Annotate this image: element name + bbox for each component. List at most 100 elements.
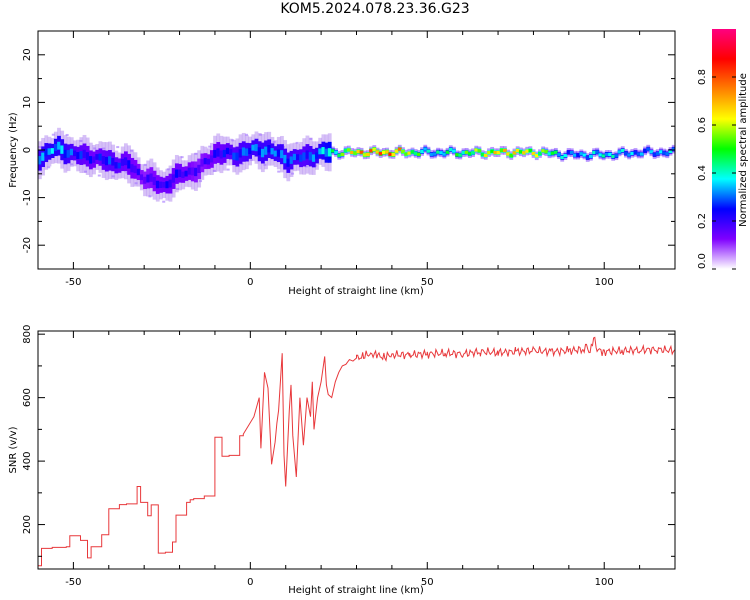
spectrogram-cell: [69, 148, 74, 156]
spectrogram-cell: [146, 174, 151, 183]
spectrogram-cell: [401, 149, 405, 154]
spectrogram-cell: [181, 171, 186, 179]
spectrogram-cell: [649, 150, 654, 154]
spectrogram-cell: [280, 150, 284, 159]
spectrogram-cell: [263, 163, 267, 166]
snr-panel: -50 0 50 100 200 400 600 800 Height of straight…: [8, 325, 676, 596]
spectrogram-cell: [130, 149, 134, 152]
x-tick-label: -50: [65, 577, 81, 588]
spectrogram-cell: [327, 148, 332, 157]
spectrogram-cell: [560, 155, 565, 160]
spectrogram-cell: [362, 153, 367, 157]
x-tick-label: 0: [247, 277, 253, 288]
spectrogram-cell: [155, 180, 160, 189]
spectrogram-cell: [448, 147, 453, 152]
spectrogram-cell: [566, 150, 571, 155]
spectrogram-cell: [222, 149, 227, 158]
spectrogram-cell: [563, 154, 568, 158]
spectrogram-cell: [203, 157, 208, 165]
spectrogram-cell: [208, 145, 212, 148]
spectrogram-cell: [125, 171, 129, 174]
spectrogram-cell: [194, 167, 198, 177]
spectrogram-cell: [381, 150, 386, 154]
spectrogram-cell: [477, 149, 482, 153]
spectrogram-cell: [295, 154, 300, 161]
spectrogram-cell: [200, 159, 205, 167]
spectrogram-cell: [238, 149, 243, 158]
spectrogram-cell: [534, 154, 539, 158]
spectrogram-cell: [439, 151, 444, 155]
spectrogram-cell: [311, 154, 316, 162]
spectrogram-cell: [372, 147, 377, 152]
y-tick-label: 20: [22, 48, 33, 61]
spectrogram-cell: [251, 144, 256, 151]
spectrogram-cell: [51, 133, 55, 136]
y-tick-label: 400: [22, 452, 33, 471]
spectrogram-cell: [194, 152, 198, 155]
colorbar-label: Normalized spectral amplitude: [738, 73, 749, 227]
spectrogram-cell: [353, 151, 358, 155]
spectrogram-cell: [668, 149, 673, 153]
spectrogram-cell: [420, 149, 424, 154]
spectrogram-cell: [337, 153, 342, 158]
spectrogram-cell: [639, 152, 644, 156]
spectrogram-cell: [509, 153, 514, 158]
spectrogram-cell: [464, 150, 469, 154]
spectrogram-cell: [104, 156, 109, 166]
spectrogram-cell: [506, 152, 510, 156]
spectrogram-cell: [611, 154, 616, 159]
spectrogram-cell: [273, 150, 278, 157]
snr-x-label: Height of straight line (km): [288, 585, 424, 596]
spectrogram-cell: [162, 181, 166, 188]
spectrogram-cell: [133, 165, 138, 174]
spectrogram-cell: [557, 153, 561, 157]
spectrogram-cell: [493, 151, 498, 155]
spectrogram-cell: [340, 152, 345, 156]
spectrogram-cell: [38, 146, 41, 149]
x-tick-label: -50: [65, 277, 81, 288]
spectrogram-cell: [366, 152, 370, 157]
spectrogram-cell: [108, 156, 112, 165]
spectrogram-cell: [159, 181, 163, 189]
spectrogram-cell: [139, 174, 144, 181]
spectrogram-cell: [130, 164, 135, 173]
spectrogram-cell: [197, 164, 202, 173]
spectrogram-cell: [258, 133, 262, 136]
y-tick-label: -10: [22, 189, 33, 205]
spectrogram-cell: [671, 147, 675, 151]
spectrogram-cell: [127, 160, 131, 169]
spectrogram-cell: [134, 182, 138, 185]
spectrogram-cell: [652, 152, 657, 157]
spectrogram-cell: [550, 151, 555, 155]
spectrogram-cell: [343, 148, 348, 153]
spectrogram-cell: [483, 153, 488, 158]
spectrogram-cell: [225, 147, 230, 155]
page-title: KOM5.2024.078.23.36.G23: [280, 1, 470, 17]
colorbar-tick-label: 0.8: [697, 69, 708, 85]
spectrogram-cell: [95, 154, 100, 160]
spectrogram-cell: [512, 151, 517, 155]
spectrogram-core: [38, 135, 675, 194]
spectrogram-cell: [232, 152, 237, 160]
spectrogram-cell: [187, 167, 192, 175]
spectrogram-cell: [385, 150, 389, 154]
spectrogram-cell: [321, 147, 326, 155]
spectrogram-cell: [50, 148, 55, 154]
spectrogram-cell: [426, 149, 431, 153]
spectrogram-cell: [299, 154, 303, 162]
spectrogram-cell: [219, 150, 224, 159]
spectrogram-cell: [331, 149, 335, 153]
spectrogram-cell: [65, 133, 69, 136]
spectrogram-cell: [636, 152, 641, 156]
y-tick-label: 600: [22, 388, 33, 407]
spectrogram-cell: [585, 155, 590, 160]
spectrogram-cell: [123, 157, 128, 166]
spectrogram-cell: [117, 162, 122, 169]
colorbar-tick-label: 0.4: [697, 165, 708, 181]
spectrogram-cell: [180, 156, 184, 159]
spectrogram-cell: [356, 149, 361, 154]
spectrogram-cell: [452, 149, 456, 153]
spectrogram-cell: [592, 150, 596, 155]
colorbar-gradient: [712, 29, 736, 269]
spectrogram-cell: [162, 200, 166, 203]
